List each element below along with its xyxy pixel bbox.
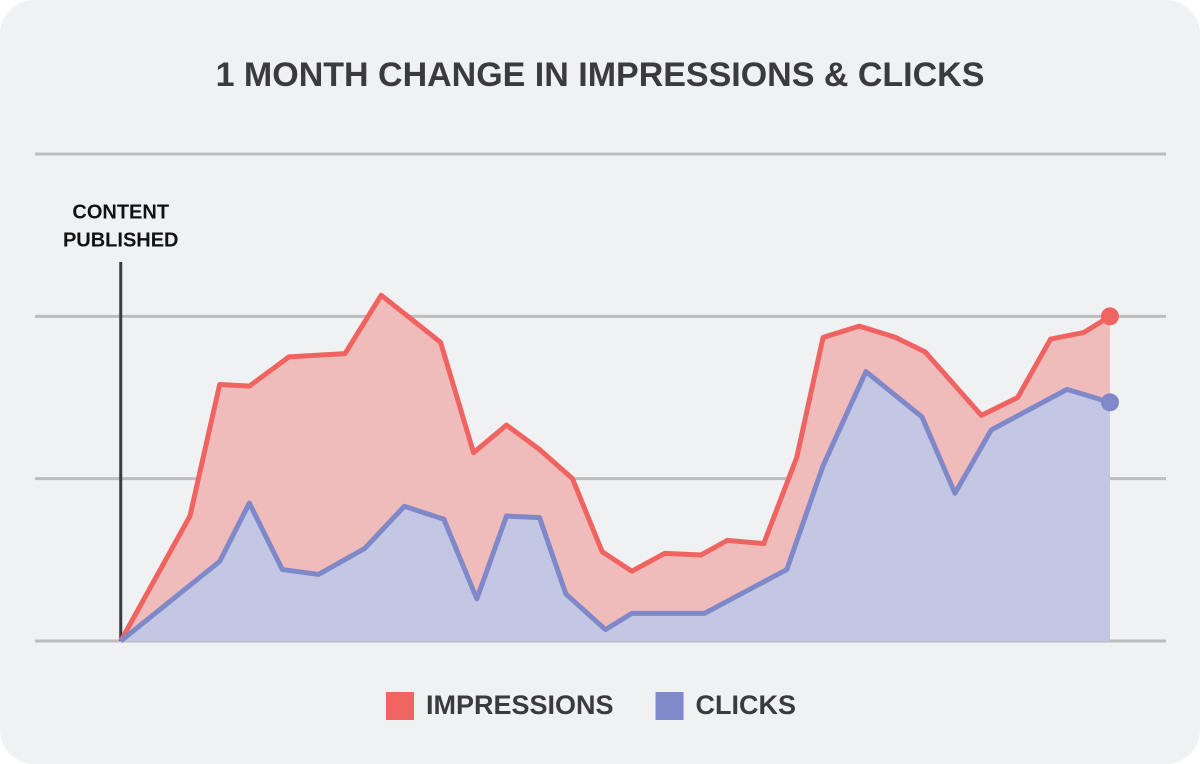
area-fill xyxy=(120,371,1110,641)
legend-label: CLICKS xyxy=(696,690,797,720)
legend-swatch xyxy=(386,692,414,720)
area-line xyxy=(119,369,1111,643)
end-marker xyxy=(1100,307,1119,326)
end-marker xyxy=(1100,393,1119,412)
annotation-text: CONTENT xyxy=(72,201,169,223)
chart-title: 1 MONTH CHANGE IN IMPRESSIONS & CLICKS xyxy=(216,56,985,94)
area-line xyxy=(118,292,1112,643)
annotation-text: PUBLISHED xyxy=(63,229,179,251)
legend-label: IMPRESSIONS xyxy=(426,690,614,720)
legend: IMPRESSIONS CLICKS xyxy=(386,690,796,720)
legend-swatch xyxy=(655,692,684,720)
